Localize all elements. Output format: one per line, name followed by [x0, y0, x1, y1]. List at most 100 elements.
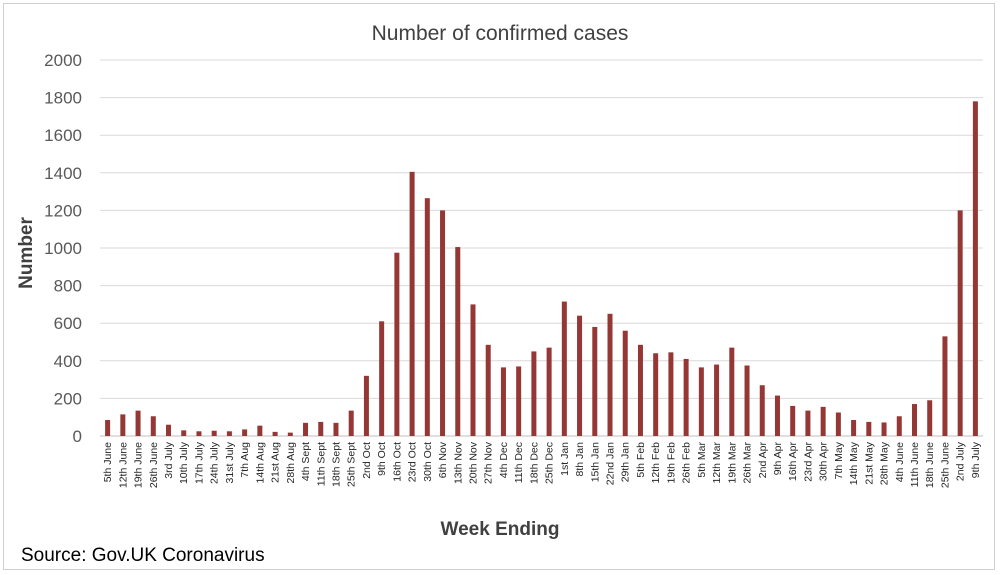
bar: [379, 321, 385, 436]
x-tick-label: 16th Oct: [391, 442, 403, 482]
bar: [166, 424, 172, 436]
bar: [911, 404, 917, 436]
bar: [150, 416, 156, 436]
x-tick-label: 5th Feb: [635, 442, 647, 478]
bar: [774, 395, 780, 436]
bar: [135, 410, 141, 436]
y-tick-label: 800: [54, 277, 82, 296]
y-tick-label: 400: [54, 352, 82, 371]
x-tick-label: 16th Apr: [787, 442, 799, 482]
bar: [805, 410, 811, 436]
x-tick-label: 2nd Apr: [757, 442, 769, 479]
x-tick-label: 13th Nov: [452, 441, 464, 484]
x-tick-label: 26th Feb: [681, 442, 693, 484]
bar: [226, 431, 232, 436]
bar: [485, 344, 491, 436]
bar: [394, 252, 400, 436]
x-tick-label: 10th July: [178, 441, 190, 484]
x-tick-label: 9th July: [970, 441, 982, 478]
bar: [820, 406, 826, 436]
x-tick-label: 26th Mar: [742, 441, 754, 483]
bar: [759, 385, 765, 436]
x-tick-label: 6th Nov: [437, 441, 449, 478]
x-tick-label: 4th June: [894, 442, 906, 482]
bar: [698, 367, 704, 436]
bar: [683, 358, 689, 436]
x-tick-label: 17th July: [193, 441, 205, 484]
bar: [257, 425, 263, 436]
bar: [440, 210, 446, 436]
x-tick-label: 25th Sept: [346, 442, 358, 487]
bar: [409, 171, 415, 437]
x-tick-label: 25th Dec: [544, 442, 556, 484]
bar: [348, 410, 354, 436]
x-tick-label: 27th Nov: [483, 441, 495, 484]
x-tick-label: 18th Sept: [330, 442, 342, 487]
x-tick-label: 22nd Jan: [605, 442, 617, 485]
bar: [607, 313, 613, 436]
x-tick-label: 3rd July: [163, 441, 175, 479]
x-tick-label: 4th Dec: [498, 442, 510, 478]
x-tick-label: 28th Aug: [285, 442, 297, 484]
y-tick-label: 1400: [44, 164, 82, 183]
bar: [957, 210, 963, 436]
x-tick-label: 19th June: [133, 442, 145, 488]
bar: [881, 422, 887, 436]
x-tick-label: 26th June: [148, 442, 160, 488]
x-tick-label: 8th Jan: [574, 442, 586, 477]
bar: [577, 315, 583, 436]
x-tick-label: 19th Mar: [726, 441, 738, 483]
bar: [120, 414, 126, 436]
x-tick-label: 11th Sept: [315, 442, 327, 486]
x-axis-label: Week Ending: [440, 519, 560, 540]
bar: [318, 421, 324, 436]
x-tick-label: 12th Mar: [711, 441, 723, 483]
x-tick-label: 5th Mar: [696, 442, 708, 478]
x-tick-label: 28th May: [879, 441, 891, 485]
x-tick-label: 2nd July: [955, 441, 967, 481]
x-tick-label: 25th June: [939, 442, 951, 488]
bar: [424, 198, 430, 436]
bar: [287, 432, 293, 436]
y-tick-label: 1200: [44, 201, 82, 220]
bar: [455, 247, 461, 436]
x-tick-label: 9th Apr: [772, 442, 784, 476]
x-tick-label: 7th Aug: [239, 442, 251, 478]
bar: [896, 416, 902, 436]
bar: [714, 364, 720, 436]
x-tick-label: 18th June: [924, 442, 936, 488]
y-tick-label: 1800: [44, 89, 82, 108]
bar: [470, 304, 476, 436]
bar: [546, 347, 552, 436]
x-tick-label: 1st Jan: [559, 442, 571, 476]
bar: [744, 365, 750, 436]
y-tick-label: 1600: [44, 126, 82, 145]
bar: [927, 400, 933, 436]
x-tick-label: 29th Jan: [620, 442, 632, 482]
bar: [653, 353, 659, 436]
x-tick-label: 14th Aug: [254, 442, 266, 484]
bar: [181, 430, 187, 436]
x-tick-label: 30th Apr: [818, 442, 830, 482]
x-tick-label: 21st May: [863, 441, 875, 484]
source-note: Source: Gov.UK Coronavirus: [21, 545, 265, 566]
bar: [729, 347, 735, 436]
chart-title: Number of confirmed cases: [371, 22, 629, 45]
bar: [835, 412, 841, 436]
bar: [500, 367, 506, 436]
x-tick-label: 30th Oct: [422, 442, 434, 482]
bar: [516, 366, 522, 436]
x-tick-label: 19th Feb: [665, 442, 677, 484]
bar: [196, 431, 202, 436]
x-tick-label: 20th Nov: [467, 441, 479, 484]
bar: [942, 336, 948, 436]
y-tick-label: 200: [54, 389, 82, 408]
y-tick-label: 2000: [44, 51, 82, 70]
bar: [790, 405, 796, 436]
bar: [333, 422, 339, 436]
x-tick-label: 18th Dec: [528, 442, 540, 484]
x-tick-label: 15th Jan: [589, 442, 601, 482]
x-tick-label: 2nd Oct: [361, 442, 373, 479]
x-tick-label: 31st July: [224, 441, 236, 483]
